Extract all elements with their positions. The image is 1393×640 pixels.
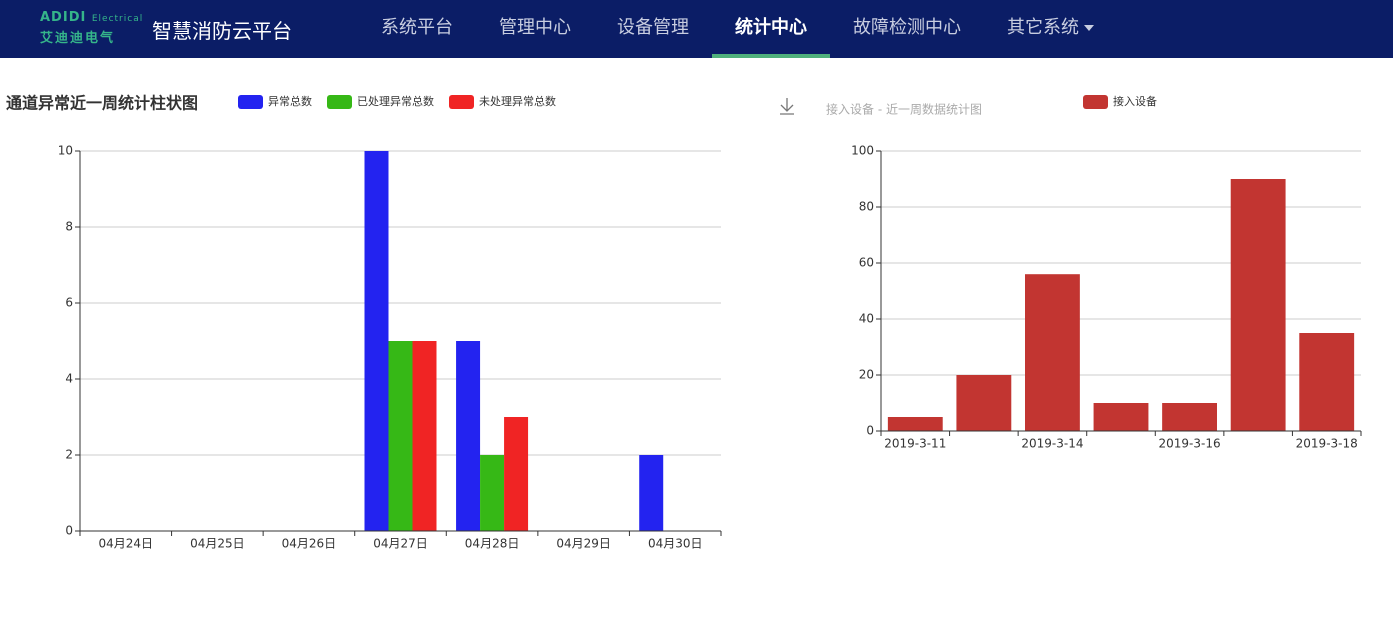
x-tick-label: 04月26日	[282, 537, 337, 551]
y-tick-label: 10	[58, 144, 73, 158]
bar	[1162, 403, 1217, 431]
y-tick-label: 100	[851, 144, 874, 158]
x-tick-label: 04月29日	[556, 537, 611, 551]
menu: 系统平台 管理中心 设备管理 统计中心 故障检测中心 其它系统	[358, 0, 1117, 58]
menu-label: 故障检测中心	[853, 17, 961, 38]
x-tick-label: 04月28日	[465, 537, 520, 551]
legend-label: 异常总数	[268, 94, 312, 108]
y-tick-label: 60	[859, 256, 874, 270]
x-tick-label: 2019-3-11	[884, 437, 946, 451]
bar	[956, 375, 1012, 431]
bar	[1299, 333, 1355, 431]
y-tick-label: 6	[65, 296, 73, 310]
legend-swatch	[238, 95, 263, 109]
menu-item[interactable]: 统计中心	[712, 0, 830, 58]
logo-mark: ADIDI	[40, 10, 87, 25]
bar	[887, 417, 943, 431]
x-tick-label: 04月24日	[99, 537, 154, 551]
charts: 通道异常近一周统计柱状图 异常总数 已处理异常总数 未处理异常总数 0 2 4 6 8 10 04月…	[6, 94, 1362, 551]
chart-title: 通道异常近一周统计柱状图	[6, 94, 198, 113]
y-tick-label: 4	[65, 372, 73, 386]
legend-label: 已处理异常总数	[357, 94, 434, 108]
menu-label: 其它系统	[1007, 17, 1079, 38]
menu-item[interactable]: 故障检测中心	[830, 0, 984, 58]
logo-sub: Electrical	[91, 14, 144, 24]
logo-cn: 艾迪迪电气	[40, 31, 116, 46]
legend-label: 未处理异常总数	[479, 94, 556, 108]
x-tick-label: 04月30日	[648, 537, 703, 551]
menu-item[interactable]: 系统平台	[358, 0, 476, 58]
bar	[364, 151, 389, 531]
site-title: 智慧消防云平台	[152, 19, 292, 43]
legend-swatch	[449, 95, 474, 109]
x-tick-label: 2019-3-16	[1159, 437, 1221, 451]
bar	[639, 455, 664, 531]
y-tick-label: 20	[859, 368, 874, 382]
y-tick-label: 2	[65, 448, 73, 462]
menu-label: 管理中心	[499, 17, 571, 38]
y-tick-label: 0	[866, 424, 874, 438]
y-tick-label: 8	[65, 220, 73, 234]
bar	[504, 417, 529, 531]
download-glyph	[780, 98, 794, 115]
header: ADIDI Electrical 艾迪迪电气 智慧消防云平台 系统平台 管理中心 设…	[0, 0, 1393, 58]
bar	[1230, 179, 1286, 431]
x-tick-label: 2019-3-18	[1296, 437, 1358, 451]
menu-item[interactable]: 管理中心	[476, 0, 594, 58]
menu-label: 统计中心	[735, 17, 807, 38]
bar	[412, 341, 437, 531]
logo[interactable]: ADIDI Electrical 艾迪迪电气	[40, 10, 143, 46]
bar	[1025, 274, 1080, 431]
download-icon[interactable]	[780, 98, 794, 115]
bar	[388, 341, 413, 531]
legend-label: 接入设备	[1113, 94, 1157, 108]
y-tick-label: 0	[65, 524, 73, 538]
dropdown-caret	[1084, 25, 1094, 31]
x-tick-label: 2019-3-14	[1021, 437, 1083, 451]
bar	[1093, 403, 1149, 431]
y-tick-label: 80	[859, 200, 874, 214]
bar	[480, 455, 505, 531]
legend-swatch	[1083, 95, 1108, 109]
chart-title: 接入设备 - 近一周数据统计图	[826, 102, 982, 117]
y-tick-label: 40	[859, 312, 874, 326]
x-tick-label: 04月25日	[190, 537, 245, 551]
menu-label: 系统平台	[381, 17, 453, 38]
x-tick-label: 04月27日	[373, 537, 428, 551]
menu-item[interactable]: 其它系统	[984, 0, 1117, 58]
legend-swatch	[327, 95, 352, 109]
bar	[456, 341, 481, 531]
menu-item[interactable]: 设备管理	[594, 0, 712, 58]
menu-label: 设备管理	[617, 17, 689, 38]
